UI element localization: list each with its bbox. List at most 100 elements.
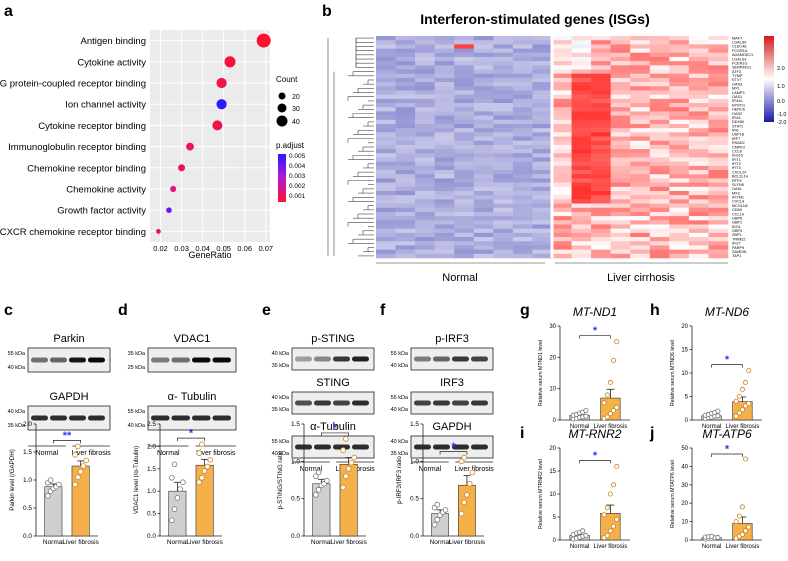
- heatmap-cell: [649, 161, 670, 167]
- heatmap-cell: [415, 199, 435, 204]
- marker-label: 55 kDa: [391, 395, 409, 401]
- heatmap-cell: [591, 123, 611, 129]
- heatmap-cell: [532, 140, 553, 146]
- heatmap-cell: [376, 115, 396, 121]
- heatmap-cell: [591, 182, 611, 188]
- heatmap-cell: [454, 65, 475, 70]
- heatmap-cell: [512, 119, 533, 125]
- heatmap-cell: [571, 153, 592, 158]
- x-tick-label: Liver fibrosis: [449, 539, 486, 546]
- protein-band: [452, 356, 469, 362]
- heatmap-cell: [610, 119, 631, 125]
- color-legend-tick: 0.005: [289, 153, 306, 160]
- data-point: [604, 392, 610, 398]
- heatmap-cell: [688, 253, 709, 259]
- heatmap-cell: [395, 203, 416, 209]
- heatmap-cell: [454, 245, 475, 250]
- heatmap-cell: [473, 36, 494, 41]
- heatmap-cell: [630, 94, 651, 100]
- heatmap-cell: [610, 232, 631, 238]
- data-point: [77, 468, 84, 475]
- heatmap-cell: [395, 216, 416, 221]
- y-tick-label: 1.0: [410, 458, 419, 465]
- heatmap-cell: [610, 207, 631, 213]
- protein-band: [314, 444, 331, 450]
- heatmap-cell: [395, 69, 416, 74]
- heatmap-cell: [493, 140, 514, 146]
- heatmap-cell: [591, 119, 611, 125]
- heatmap-cell: [688, 115, 709, 121]
- heatmap-cell: [512, 220, 533, 225]
- lane-group-label: Normal: [419, 466, 442, 473]
- heatmap-cell: [395, 224, 416, 229]
- scale-tick: 2.0: [777, 66, 785, 72]
- heatmap-cell: [610, 237, 631, 242]
- size-legend-dot-30: [277, 103, 287, 113]
- heatmap-cell: [610, 44, 631, 49]
- data-point: [709, 533, 715, 539]
- heatmap-cell: [376, 216, 396, 221]
- data-point: [340, 447, 346, 453]
- heatmap-cell: [688, 170, 709, 175]
- heatmap-cell: [591, 190, 611, 196]
- heatmap-cell: [395, 86, 416, 91]
- heatmap-cell: [688, 211, 709, 217]
- heatmap-cell: [434, 77, 455, 83]
- heatmap-cell: [493, 77, 514, 83]
- x-tick-label: Normal: [43, 539, 65, 546]
- heatmap-cell: [708, 253, 729, 259]
- heatmap-cell: [415, 90, 435, 95]
- heatmap-cell: [630, 136, 651, 142]
- heatmap-cell: [512, 90, 533, 95]
- protein-band: [50, 415, 67, 421]
- heatmap-cell: [454, 241, 475, 246]
- heatmap-cell: [473, 149, 494, 154]
- blot-label: GAPDH: [432, 421, 471, 433]
- heatmap-cell: [415, 224, 435, 229]
- heatmap-cell: [532, 94, 553, 100]
- data-point: [47, 477, 54, 483]
- gene-label: RTP4: [732, 179, 742, 183]
- heatmap-cell: [591, 128, 611, 133]
- heatmap-cell: [649, 140, 670, 146]
- heatmap-cell: [532, 237, 553, 242]
- marker-label: 40 kDa: [391, 439, 409, 445]
- heatmap-cell: [376, 220, 396, 225]
- heatmap-cell: [571, 174, 592, 179]
- heatmap-cell: [415, 107, 435, 112]
- heatmap-cell: [591, 65, 611, 70]
- heatmap-cell: [669, 56, 690, 62]
- heatmap-cell: [708, 195, 729, 200]
- heatmap-cell: [512, 165, 533, 171]
- scale-tick: -2.0: [777, 120, 786, 126]
- heatmap-cell: [571, 44, 592, 49]
- heatmap-cell: [591, 61, 611, 66]
- gene-label: IFIT3: [732, 166, 741, 170]
- heatmap-cell: [610, 115, 631, 121]
- heatmap-cell: [415, 245, 435, 250]
- heatmap-cell: [571, 190, 592, 196]
- heatmap-cell: [473, 241, 494, 246]
- heatmap-cell: [610, 103, 631, 108]
- heatmap-cell: [649, 157, 670, 162]
- category-label: Chemokine receptor binding: [27, 163, 146, 174]
- heatmap-cell: [610, 224, 631, 229]
- heatmap-cell: [610, 90, 631, 95]
- heatmap-cell: [434, 119, 455, 125]
- heatmap-cell: [708, 170, 729, 175]
- y-tick-label: 0: [685, 418, 689, 424]
- y-axis-label: Relative serum MTND6 level: [670, 340, 676, 406]
- heatmap-cell: [571, 203, 592, 209]
- data-point: [583, 413, 589, 419]
- heatmap-cell: [454, 190, 475, 196]
- heatmap-cell: [395, 65, 416, 70]
- data-point: [156, 228, 161, 234]
- heatmap-cell: [376, 195, 396, 200]
- y-tick-label: 20: [681, 501, 688, 507]
- heatmap-cell: [512, 98, 533, 104]
- bar: [312, 483, 331, 537]
- heatmap-cell: [649, 119, 670, 125]
- data-point: [733, 398, 739, 404]
- heatmap-cell: [610, 69, 631, 74]
- panel-j-bar-chart: 0 10 20 30 40 50 Relative serum MTATP6 level No…: [670, 427, 762, 550]
